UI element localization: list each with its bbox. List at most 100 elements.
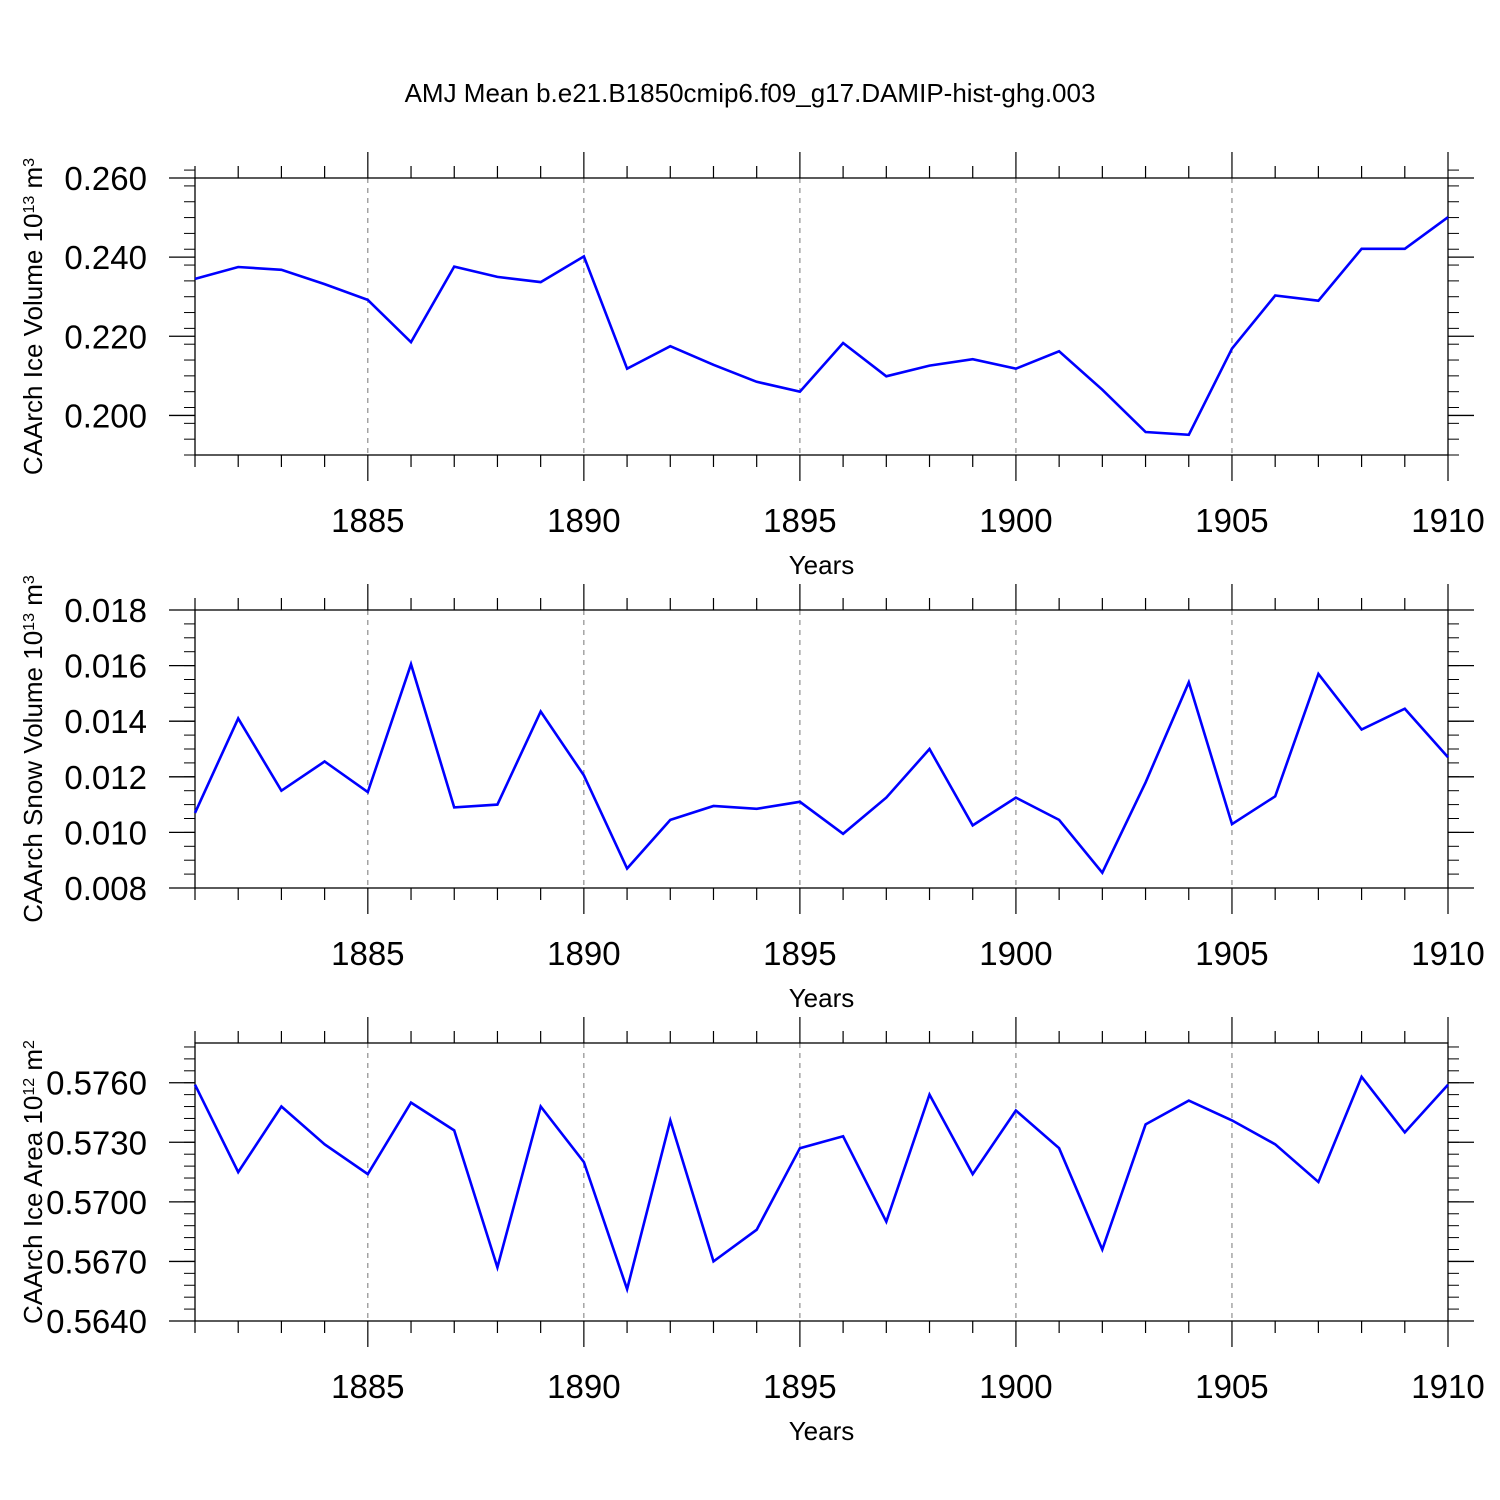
data-point	[712, 805, 714, 807]
data-point	[194, 278, 196, 280]
y-axis-title-text: m	[18, 1049, 48, 1078]
x-tick-label: 1900	[979, 502, 1052, 539]
y-axis-title-text: CAArch Ice Volume 10	[18, 214, 48, 476]
y-axis-title-superscript: 13	[21, 613, 38, 631]
data-point	[799, 1147, 801, 1149]
data-point	[755, 1228, 757, 1230]
data-point	[237, 1171, 239, 1173]
data-point	[367, 299, 369, 301]
y-axis-title-superscript: 2	[21, 1040, 38, 1049]
x-tick-label: 1900	[979, 935, 1052, 972]
data-point	[669, 819, 671, 821]
data-point	[1015, 368, 1017, 370]
data-point	[194, 812, 196, 814]
data-point	[539, 281, 541, 283]
chart-panel-3: 0.5640 0.5670 0.5700 0.5730 0.5760 1885 1890 18…	[18, 1017, 1485, 1446]
data-point	[453, 265, 455, 267]
data-point	[1015, 1109, 1017, 1111]
data-point	[1317, 1181, 1319, 1183]
y-axis-title-superscript: 12	[21, 1078, 38, 1096]
data-point	[972, 1173, 974, 1175]
data-point	[755, 808, 757, 810]
data-point	[583, 255, 585, 257]
x-tick-label: 1910	[1411, 502, 1484, 539]
data-point	[626, 867, 628, 869]
data-point	[1144, 781, 1146, 783]
data-point	[1447, 216, 1449, 218]
y-tick-label: 0.220	[64, 318, 147, 355]
data-point	[1360, 1076, 1362, 1078]
page-title: AMJ Mean b.e21.B1850cmip6.f09_g17.DAMIP-…	[404, 78, 1096, 108]
data-point	[1404, 248, 1406, 250]
data-point	[712, 1260, 714, 1262]
y-tick-label: 0.016	[64, 648, 147, 685]
data-point	[928, 748, 930, 750]
data-point	[496, 1266, 498, 1268]
data-point	[626, 1288, 628, 1290]
data-point	[410, 663, 412, 665]
data-point	[194, 1084, 196, 1086]
data-point	[928, 1093, 930, 1095]
data-point	[280, 1105, 282, 1107]
y-tick-label: 0.240	[64, 239, 147, 276]
data-point	[1144, 431, 1146, 433]
y-axis-title-superscript: 13	[21, 196, 38, 214]
y-tick-label: 0.200	[64, 397, 147, 434]
data-point	[1231, 347, 1233, 349]
data-point	[280, 269, 282, 271]
data-point	[1360, 248, 1362, 250]
data-point	[885, 375, 887, 377]
data-point	[1058, 819, 1060, 821]
chart-panel-1: 0.200 0.220 0.240 0.260 1885 1890 1895 1900 1905…	[18, 152, 1485, 580]
y-axis-title-text: m	[18, 167, 48, 196]
data-point	[583, 774, 585, 776]
x-axis-title: Years	[789, 1416, 855, 1446]
data-point	[626, 368, 628, 370]
data-point	[539, 710, 541, 712]
data-point	[1144, 1123, 1146, 1125]
data-point	[583, 1161, 585, 1163]
y-tick-label: 0.018	[64, 592, 147, 629]
x-tick-label: 1910	[1411, 935, 1484, 972]
data-point	[1447, 1084, 1449, 1086]
x-tick-label: 1905	[1195, 1368, 1268, 1405]
data-point	[323, 283, 325, 285]
plot-frame	[194, 177, 1449, 456]
data-point	[669, 1119, 671, 1121]
data-point	[1058, 1147, 1060, 1149]
data-point	[755, 381, 757, 383]
data-point	[1101, 872, 1103, 874]
data-point	[1188, 434, 1190, 436]
data-point	[1317, 673, 1319, 675]
y-tick-label: 0.5670	[46, 1243, 147, 1280]
x-tick-label: 1895	[763, 1368, 836, 1405]
y-tick-label: 0.260	[64, 160, 147, 197]
y-tick-label: 0.014	[64, 703, 147, 740]
y-tick-label: 0.5700	[46, 1184, 147, 1221]
series-line	[194, 216, 1449, 437]
x-axis-title: Years	[789, 550, 855, 580]
data-point	[842, 342, 844, 344]
x-tick-label: 1910	[1411, 1368, 1484, 1405]
x-tick-label: 1890	[547, 502, 620, 539]
x-tick-label: 1895	[763, 935, 836, 972]
data-point	[1188, 1099, 1190, 1101]
data-point	[799, 801, 801, 803]
chart-panel-2: 0.008 0.010 0.012 0.014 0.016 0.018 1885 1890 18…	[18, 575, 1485, 1013]
plot-frame	[194, 1042, 1449, 1322]
data-point	[972, 824, 974, 826]
x-tick-label: 1885	[331, 502, 404, 539]
data-point	[669, 345, 671, 347]
y-tick-label: 0.5730	[46, 1124, 147, 1161]
data-point	[1447, 756, 1449, 758]
x-tick-label: 1890	[547, 935, 620, 972]
x-tick-label: 1890	[547, 1368, 620, 1405]
data-point	[280, 790, 282, 792]
x-tick-label: 1885	[331, 1368, 404, 1405]
x-axis-title: Years	[789, 983, 855, 1013]
data-point	[1404, 1131, 1406, 1133]
data-point	[323, 760, 325, 762]
data-point	[842, 1135, 844, 1137]
data-point	[1231, 823, 1233, 825]
